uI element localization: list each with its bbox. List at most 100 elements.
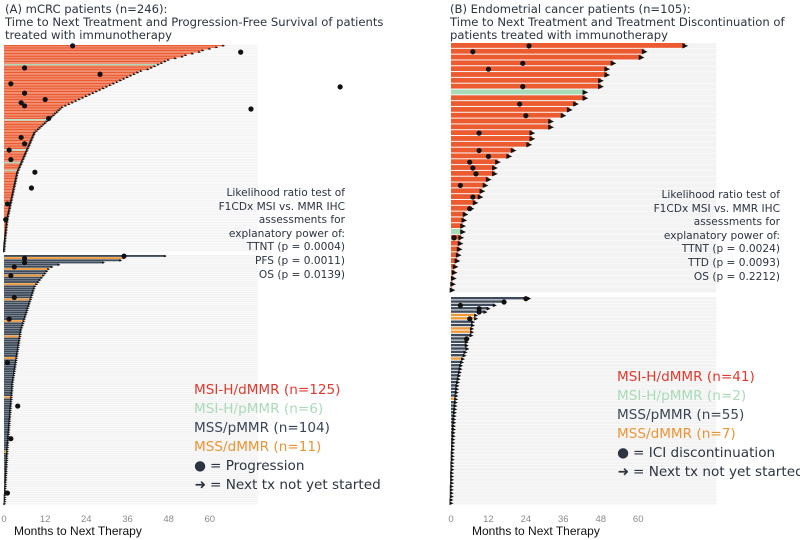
patient-bar [451, 66, 607, 72]
event-dot [520, 84, 526, 90]
background-bar [4, 263, 258, 266]
background-bar [4, 411, 258, 414]
next-tx-arrow-marker [474, 316, 479, 321]
next-tx-arrow-marker [450, 471, 455, 475]
background-bar [451, 354, 717, 357]
event-dot [8, 156, 14, 163]
x-tick-label: 12 [40, 514, 51, 525]
next-tx-arrow-marker [12, 189, 16, 193]
next-tx-arrow-marker [450, 461, 455, 465]
dot-marker-icon: ● [194, 458, 206, 474]
event-dot [337, 84, 343, 90]
background-bar [4, 350, 258, 353]
patient-bar [451, 252, 459, 258]
background-bar [451, 364, 717, 367]
background-bar [451, 252, 717, 258]
patient-bar [4, 128, 39, 131]
patient-bar [4, 324, 23, 327]
patient-bar [4, 174, 18, 176]
patient-bar [451, 136, 533, 141]
patient-bar [4, 180, 16, 183]
patient-bar [451, 350, 466, 354]
patient-bar [451, 106, 570, 112]
background-bar [4, 387, 258, 390]
background-bar [451, 337, 717, 341]
patient-bar [4, 108, 61, 110]
next-tx-arrow-marker [18, 166, 22, 169]
next-tx-arrow-marker [67, 102, 71, 106]
patient-bar [4, 348, 19, 351]
patient-bar [451, 354, 465, 357]
event-dot [470, 165, 476, 171]
patient-bar [451, 60, 614, 66]
background-bar [451, 478, 717, 482]
event-dot [485, 153, 492, 159]
next-tx-arrow-marker [598, 84, 604, 90]
background-bar [4, 242, 258, 244]
background-bar [4, 179, 258, 181]
background-bar [4, 86, 258, 88]
patient-bar [4, 285, 35, 288]
next-tx-arrow-marker [35, 129, 39, 133]
next-tx-arrow-marker [6, 215, 10, 218]
next-tx-arrow-marker [450, 275, 457, 282]
next-tx-arrow-marker [13, 185, 17, 188]
background-bar [4, 391, 258, 394]
patient-bar [451, 83, 601, 89]
background-bar [451, 300, 717, 304]
patient-bar [451, 347, 468, 350]
next-tx-arrow-marker [160, 61, 164, 65]
patient-bar [4, 289, 34, 292]
background-bar [451, 491, 717, 495]
event-dot [467, 316, 473, 322]
patient-bar [451, 327, 472, 330]
next-tx-arrow-marker [9, 400, 13, 404]
patient-bar [451, 159, 498, 165]
patient-bar [4, 155, 25, 157]
event-dot [238, 49, 244, 55]
x-tick-label: 36 [558, 514, 569, 525]
next-tx-arrow-marker [15, 177, 18, 180]
patient-bar [451, 370, 460, 374]
next-tx-arrow-marker [682, 43, 689, 49]
next-tx-arrow-marker [222, 44, 226, 48]
next-tx-arrow-marker [5, 226, 9, 229]
background-bar [451, 333, 717, 337]
next-tx-arrow-marker [492, 303, 497, 308]
background-bar [451, 468, 717, 471]
background-bar [451, 397, 717, 401]
next-tx-arrow-marker [483, 310, 488, 314]
next-tx-arrow-marker [29, 298, 33, 301]
next-tx-arrow-marker [12, 188, 16, 191]
panel-a-x-axis-label: Months to Next Therapy [14, 524, 142, 538]
event-dot [8, 436, 14, 442]
background-bar [4, 97, 258, 99]
next-tx-arrow-marker [454, 390, 459, 395]
patient-bar [4, 368, 15, 370]
next-tx-arrow-marker [45, 120, 49, 123]
patient-bar [451, 124, 551, 130]
next-tx-arrow-marker [15, 175, 19, 179]
background-bar [4, 341, 258, 344]
background-bar [4, 361, 258, 364]
patient-bar [4, 101, 73, 104]
background-bar [451, 317, 717, 320]
background-bar [4, 210, 258, 212]
patient-bar [4, 407, 11, 410]
next-tx-arrow-marker [14, 181, 17, 185]
background-bar [451, 258, 717, 264]
background-bar [4, 328, 258, 331]
next-tx-arrow-marker [449, 488, 454, 492]
patient-bar [4, 166, 20, 168]
next-tx-arrow-marker [454, 397, 459, 402]
patient-bar [4, 418, 10, 420]
patient-bar [4, 409, 11, 412]
background-bar [4, 348, 258, 351]
background-bar [4, 214, 258, 216]
patient-bar [4, 157, 24, 159]
panel-b-lr-test: Likelihood ratio test of F1CDx MSI vs. M… [654, 189, 780, 284]
legend-msi-h-dmmr: MSI-H/dMMR (n=41) [617, 369, 755, 385]
patient-bar [451, 384, 458, 387]
next-tx-arrow-marker [19, 163, 23, 166]
background-bar [4, 188, 258, 190]
